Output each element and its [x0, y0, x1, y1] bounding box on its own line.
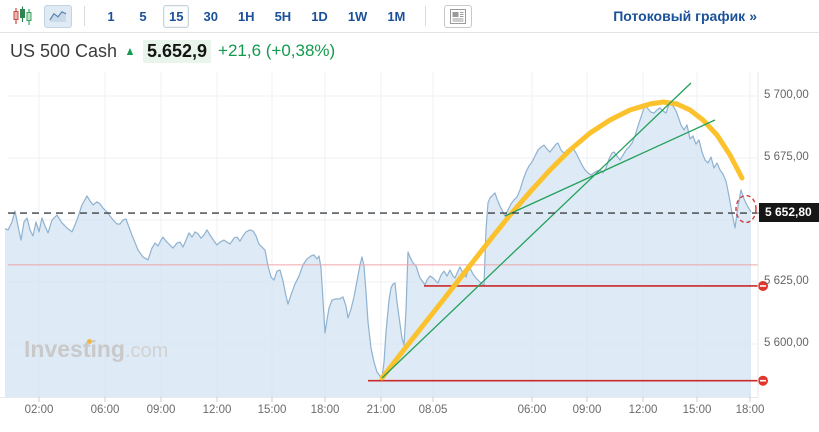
price-area-fill [5, 103, 751, 397]
price-line [4, 103, 752, 379]
highlight-ellipse [735, 194, 757, 224]
x-axis-label: 08.05 [418, 404, 448, 416]
trend-line-shallow[interactable] [504, 119, 716, 217]
level-handle-glyph [760, 285, 766, 287]
instrument-name: US 500 Cash [10, 40, 118, 61]
level-handle-glyph [760, 379, 766, 382]
y-axis-label: 5 700,00 [764, 89, 809, 101]
up-arrow-icon: ▲ [124, 44, 136, 58]
toolbar-left-group: 1 5 15 30 1H 5H 1D 1W 1M [10, 4, 473, 28]
chart-toolbar: 1 5 15 30 1H 5H 1D 1W 1M По [0, 0, 819, 33]
chevron-right-icon: » [749, 8, 757, 24]
timeframe-30[interactable]: 30 [197, 5, 223, 28]
x-axis-label: 15:00 [682, 404, 712, 416]
x-axis-label: 06:00 [517, 404, 547, 416]
timeframe-1[interactable]: 1 [99, 5, 123, 28]
x-axis-label: 15:00 [257, 404, 287, 416]
x-axis-label: 18:00 [735, 404, 764, 416]
news-layout-icon[interactable] [444, 4, 473, 28]
timeframe-1w[interactable]: 1W [342, 5, 374, 28]
candlestick-chart-icon[interactable] [10, 5, 34, 27]
y-axis-label: 5 625,00 [764, 275, 809, 287]
x-axis-label: 12:00 [202, 404, 232, 416]
y-axis-label: 5 600,00 [764, 337, 809, 349]
y-axis-label: 5 675,00 [764, 151, 809, 163]
trend-line-steep[interactable] [381, 82, 692, 379]
x-axis-label: 12:00 [628, 404, 658, 416]
streaming-chart-link-label: Потоковый график [613, 8, 746, 24]
x-axis-label: 09:00 [146, 404, 176, 416]
x-axis-label: 09:00 [572, 404, 602, 416]
timeframe-1h[interactable]: 1H [232, 5, 261, 28]
x-axis-label: 06:00 [90, 404, 120, 416]
quote-header: US 500 Cash ▲ 5.652,9 +21,6 (+0,38%) [10, 38, 335, 64]
timeframe-5[interactable]: 5 [131, 5, 155, 28]
chart-plot[interactable] [0, 70, 819, 432]
x-axis-label: 21:00 [366, 404, 396, 416]
price-change: +21,6 (+0,38%) [218, 41, 336, 60]
watermark-logo-dot [87, 339, 92, 344]
streaming-chart-link[interactable]: Потоковый график» [613, 8, 809, 24]
toolbar-divider [84, 6, 85, 26]
timeframe-1d[interactable]: 1D [305, 5, 334, 28]
investing-watermark: Investing.com [24, 336, 168, 363]
x-axis-labels: 02:00 06:00 09:00 12:00 15:00 18:00 21:00 08.05… [0, 404, 764, 420]
area-chart-icon[interactable] [44, 4, 72, 28]
timeframe-1m[interactable]: 1M [381, 5, 411, 28]
watermark-suffix: .com [124, 340, 169, 362]
x-axis-label: 18:00 [310, 404, 340, 416]
watermark-text: Investing [24, 336, 125, 362]
parabola-trend-line[interactable] [379, 99, 745, 381]
current-price-badge: 5 652,80 [759, 203, 819, 222]
last-price: 5.652,9 [142, 39, 212, 63]
x-axis-label: 02:00 [24, 404, 54, 416]
chart-area: Investing.com 5 700,00 5 675,00 5 625,00 5 … [0, 70, 819, 432]
timeframe-15[interactable]: 15 [163, 4, 190, 28]
toolbar-divider [425, 6, 427, 26]
timeframe-5h[interactable]: 5H [269, 5, 298, 28]
